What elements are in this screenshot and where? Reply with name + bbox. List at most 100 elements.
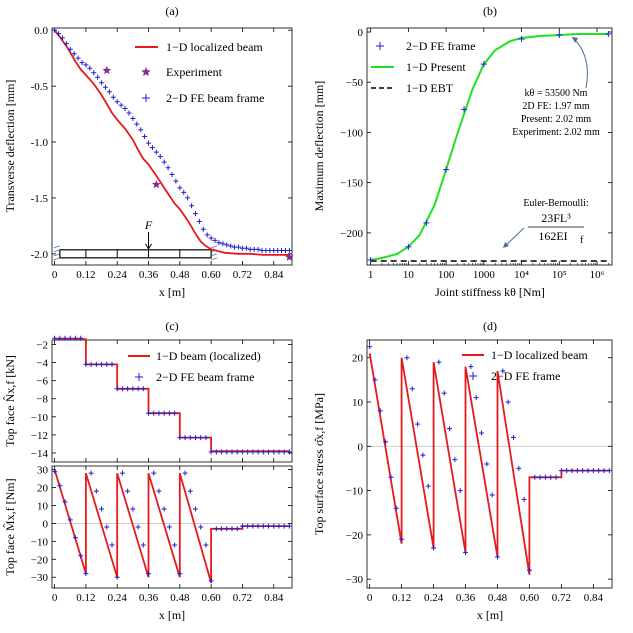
fe-frame-marker <box>93 361 99 367</box>
x-tick-label: 0 <box>52 592 58 604</box>
fe-frame-marker <box>177 435 183 441</box>
y-axis-title-c-top: Top face N̂x,f [kN] <box>3 355 17 447</box>
fe-frame-marker <box>99 506 105 512</box>
x-tick-label: 0.84 <box>264 592 284 604</box>
fe-frame-marker <box>203 435 209 441</box>
y-tick-label: −50 <box>346 77 364 89</box>
y-tick-label: 30 <box>37 465 49 477</box>
fe-frame-marker <box>480 61 487 68</box>
fe-frame-marker <box>388 474 394 480</box>
fe-frame-marker <box>192 435 198 441</box>
fe-frame-marker <box>125 488 131 494</box>
fe-frame-marker <box>203 542 209 548</box>
fe-frame-marker <box>104 361 110 367</box>
legend-b: 2−D FE frame 1−D Present 1−D EBT <box>371 39 475 95</box>
y-tick-label: -0.5 <box>31 81 49 93</box>
fe-frame-marker <box>177 185 183 191</box>
fe-frame-marker <box>172 410 178 416</box>
legend-label: 1−D localized beam <box>491 348 588 362</box>
plot-frame-c-top <box>51 339 293 463</box>
legend-label: 1−D localized beam <box>166 40 263 54</box>
legend-label: Experiment <box>166 65 223 79</box>
fe-frame-marker <box>245 449 251 455</box>
fe-frame-marker <box>516 465 522 471</box>
fe-frame-marker <box>489 492 495 498</box>
fe-frame-marker <box>182 435 188 441</box>
legend-label: 1−D EBT <box>406 81 454 95</box>
fe-frame-marker <box>57 335 63 341</box>
fe-frame-marker <box>585 468 591 474</box>
x-tick-label: 0 <box>52 269 58 281</box>
fe-frame-marker <box>569 468 575 474</box>
fe-frame-marker <box>367 344 373 350</box>
pointer-arrow <box>571 36 588 89</box>
fe-frame-marker <box>173 178 179 184</box>
fe-frame-marker <box>271 449 277 455</box>
fe-frame-marker <box>149 145 155 151</box>
fe-frame-marker <box>219 449 225 455</box>
fe-frame-marker <box>213 526 219 532</box>
x-tick-label: 0 <box>367 592 373 604</box>
fe-frame-marker <box>79 60 85 66</box>
fe-frame-marker <box>140 542 146 548</box>
x-tick-label: 0.36 <box>139 269 159 281</box>
fe-frame-marker <box>181 189 187 195</box>
fe-frame-marker <box>405 243 412 250</box>
x-axis-title-b: Joint stiffness kθ [Nm] <box>435 285 545 299</box>
fe-frame-marker <box>383 439 389 445</box>
legend-a: 1−D localized beam Experiment 2−D FE beam … <box>135 40 264 105</box>
fe-frame-marker <box>204 232 210 238</box>
fe-frame-marker <box>224 449 230 455</box>
fe-frame-marker <box>500 368 506 374</box>
beam-outline <box>59 249 212 259</box>
x-tick-label: 10 <box>403 269 415 281</box>
legend-label: 2−D FE frame <box>406 39 475 53</box>
x-tick-label: 10⁴ <box>514 269 529 281</box>
fe-frame-marker <box>157 154 163 160</box>
legend-d: 1−D localized beam 2−D FE frame <box>462 348 588 383</box>
fe-frame-marker <box>114 99 120 105</box>
present-line <box>370 33 609 261</box>
x-tick-label: 0.36 <box>456 592 476 604</box>
experiment-marker <box>152 180 161 189</box>
fe-frame-marker <box>200 226 206 232</box>
fe-frame-marker <box>198 524 204 530</box>
fe-frame-marker <box>219 526 225 532</box>
x-tick-label: 0.12 <box>76 269 95 281</box>
fe-frame-marker <box>177 571 183 577</box>
panel-label-b: (b) <box>483 4 497 18</box>
fe-frame-marker <box>286 247 292 253</box>
fe-frame-marker <box>161 506 167 512</box>
fe-frame-marker <box>135 524 141 530</box>
fe-frame-marker <box>286 449 292 455</box>
x-tick-label: 0.36 <box>139 592 159 604</box>
support-hatch-left <box>53 253 60 257</box>
fe-frame-marker <box>255 246 261 252</box>
fe-frame-marker <box>473 395 479 401</box>
fe-frame-marker <box>83 361 89 367</box>
y-tick-label: 0.0 <box>34 25 48 37</box>
fe-frame-marker <box>67 46 73 52</box>
fe-frame-marker <box>260 449 266 455</box>
fe-frame-marker <box>104 524 110 530</box>
fe-frame-marker <box>72 535 78 541</box>
fe-frame-marker <box>146 140 152 146</box>
y-tick-label: −200 <box>340 228 363 240</box>
fe-frame-marker <box>198 435 204 441</box>
fe-frame-marker <box>182 470 188 476</box>
y-tick-label: 20 <box>352 353 364 365</box>
fe-frame-marker <box>526 567 532 573</box>
fe-frame-marker <box>415 421 421 427</box>
fe-frame-marker <box>220 241 226 247</box>
x-tick-label: 0.48 <box>170 592 190 604</box>
experiment-marker <box>102 66 112 75</box>
fe-frame-marker <box>57 483 63 489</box>
fe-frame-marker <box>213 449 219 455</box>
panel-label-a: (a) <box>165 4 178 18</box>
fe-frame-marker <box>192 506 198 512</box>
fe-frame-marker <box>484 461 490 467</box>
fe-frame-marker <box>71 51 77 57</box>
fe-frame-marker <box>88 470 94 476</box>
fe-frame-marker <box>276 449 282 455</box>
fe-frame-marker <box>52 468 58 474</box>
